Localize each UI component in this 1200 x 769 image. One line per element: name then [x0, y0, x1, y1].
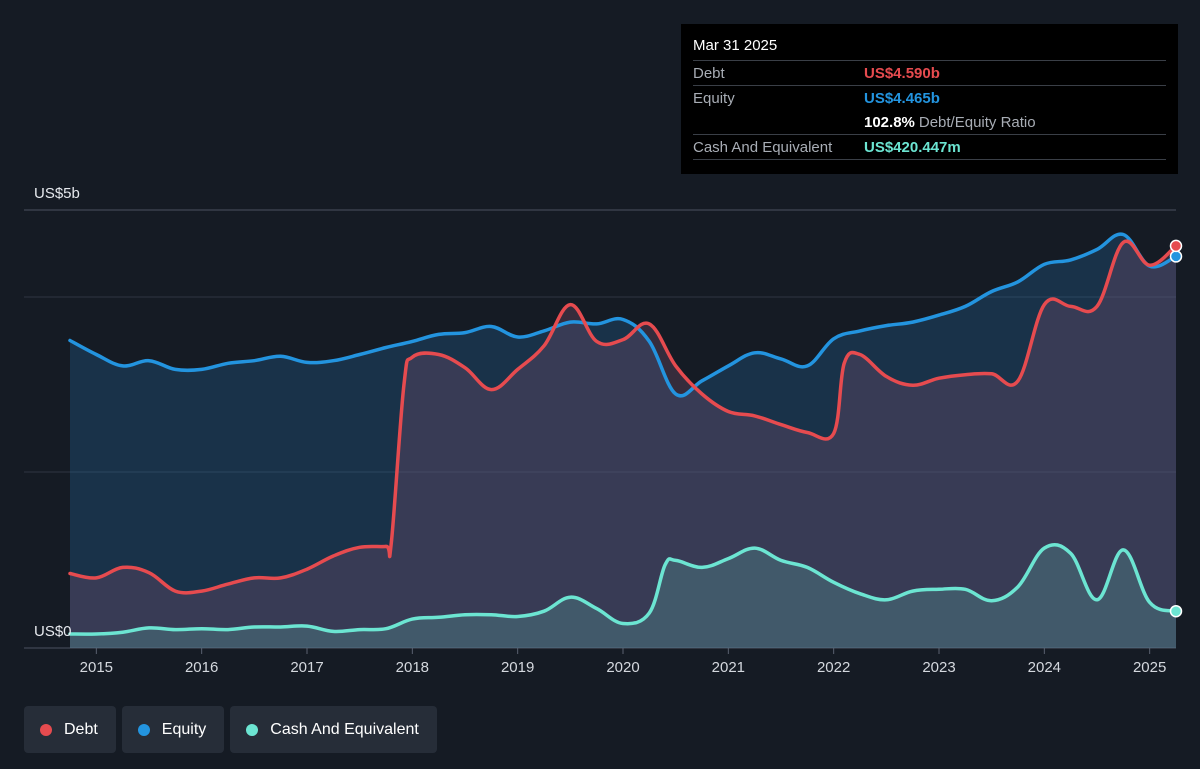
x-tick-label: 2017 [290, 659, 323, 676]
legend-equity-dot-icon [137, 723, 150, 736]
tooltip-cash-label: Cash And Equivalent [693, 138, 833, 156]
line-cash [68, 542, 1178, 636]
area-equity [70, 234, 1176, 648]
x-tick-label: 2019 [501, 659, 534, 676]
legend-item-debt[interactable]: Debt [24, 706, 116, 753]
x-tick-label: 2018 [396, 659, 429, 676]
end-marker-debt [1169, 239, 1183, 253]
x-tick-label: 2024 [1028, 659, 1061, 676]
area-cash [70, 544, 1176, 648]
legend-debt-dot-icon [40, 723, 52, 736]
tooltip-ratio-value: 102.8% [864, 113, 915, 131]
y-label-top: US$5b [34, 185, 80, 202]
line-equity [68, 232, 1178, 398]
x-tick-label: 2021 [712, 659, 745, 676]
line-debt [68, 239, 1178, 595]
chart-areas [70, 234, 1176, 648]
legend-item-cash[interactable]: Cash And Equivalent [230, 706, 437, 753]
tooltip-date: Mar 31 2025 [693, 37, 778, 54]
legend-debt-label: Debt [64, 720, 98, 738]
tooltip-equity-label: Equity [693, 89, 735, 107]
end-marker-cash [1169, 604, 1183, 618]
tooltip-equity-value: US$4.465b [864, 89, 940, 107]
x-tick-label: 2025 [1133, 659, 1166, 676]
legend-equity-label: Equity [161, 720, 207, 738]
legend-item-equity[interactable]: Equity [121, 706, 225, 753]
x-tick-label: 2020 [606, 659, 639, 676]
y-label-bottom: US$0 [34, 623, 72, 640]
legend-cash-label: Cash And Equivalent [270, 720, 419, 738]
tooltip-cash-row: Cash And Equivalent US$420.447m [693, 134, 1166, 160]
x-tick-label: 2022 [817, 659, 850, 676]
tooltip-ratio-label: Debt/Equity Ratio [918, 113, 1036, 131]
chart-legend: Debt Equity Cash And Equivalent [24, 706, 437, 753]
x-axis-ticks: 2015 2016 2017 2018 2019 2020 2021 2022 2023 2024… [80, 648, 1166, 676]
x-tick-label: 2023 [922, 659, 955, 676]
tooltip-cash-value: US$420.447m [864, 138, 961, 156]
area-debt [70, 241, 1176, 648]
legend-cash-dot-icon [246, 723, 259, 736]
tooltip-equity-row: Equity US$4.465b [693, 85, 1166, 110]
tooltip-ratio-row: 102.8% Debt/Equity Ratio [693, 110, 1166, 134]
x-tick-label: 2015 [80, 659, 113, 676]
tooltip-debt-value: US$4.590b [864, 64, 940, 82]
tooltip-debt-row: Debt US$4.590b [693, 60, 1166, 85]
chart-lines [68, 232, 1178, 636]
tooltip-panel: Mar 31 2025 Debt US$4.590b Equity US$4.4… [681, 24, 1178, 174]
end-marker-equity [1169, 250, 1183, 263]
tooltip-debt-label: Debt [693, 64, 725, 82]
end-markers [1169, 239, 1183, 618]
x-tick-label: 2016 [185, 659, 218, 676]
